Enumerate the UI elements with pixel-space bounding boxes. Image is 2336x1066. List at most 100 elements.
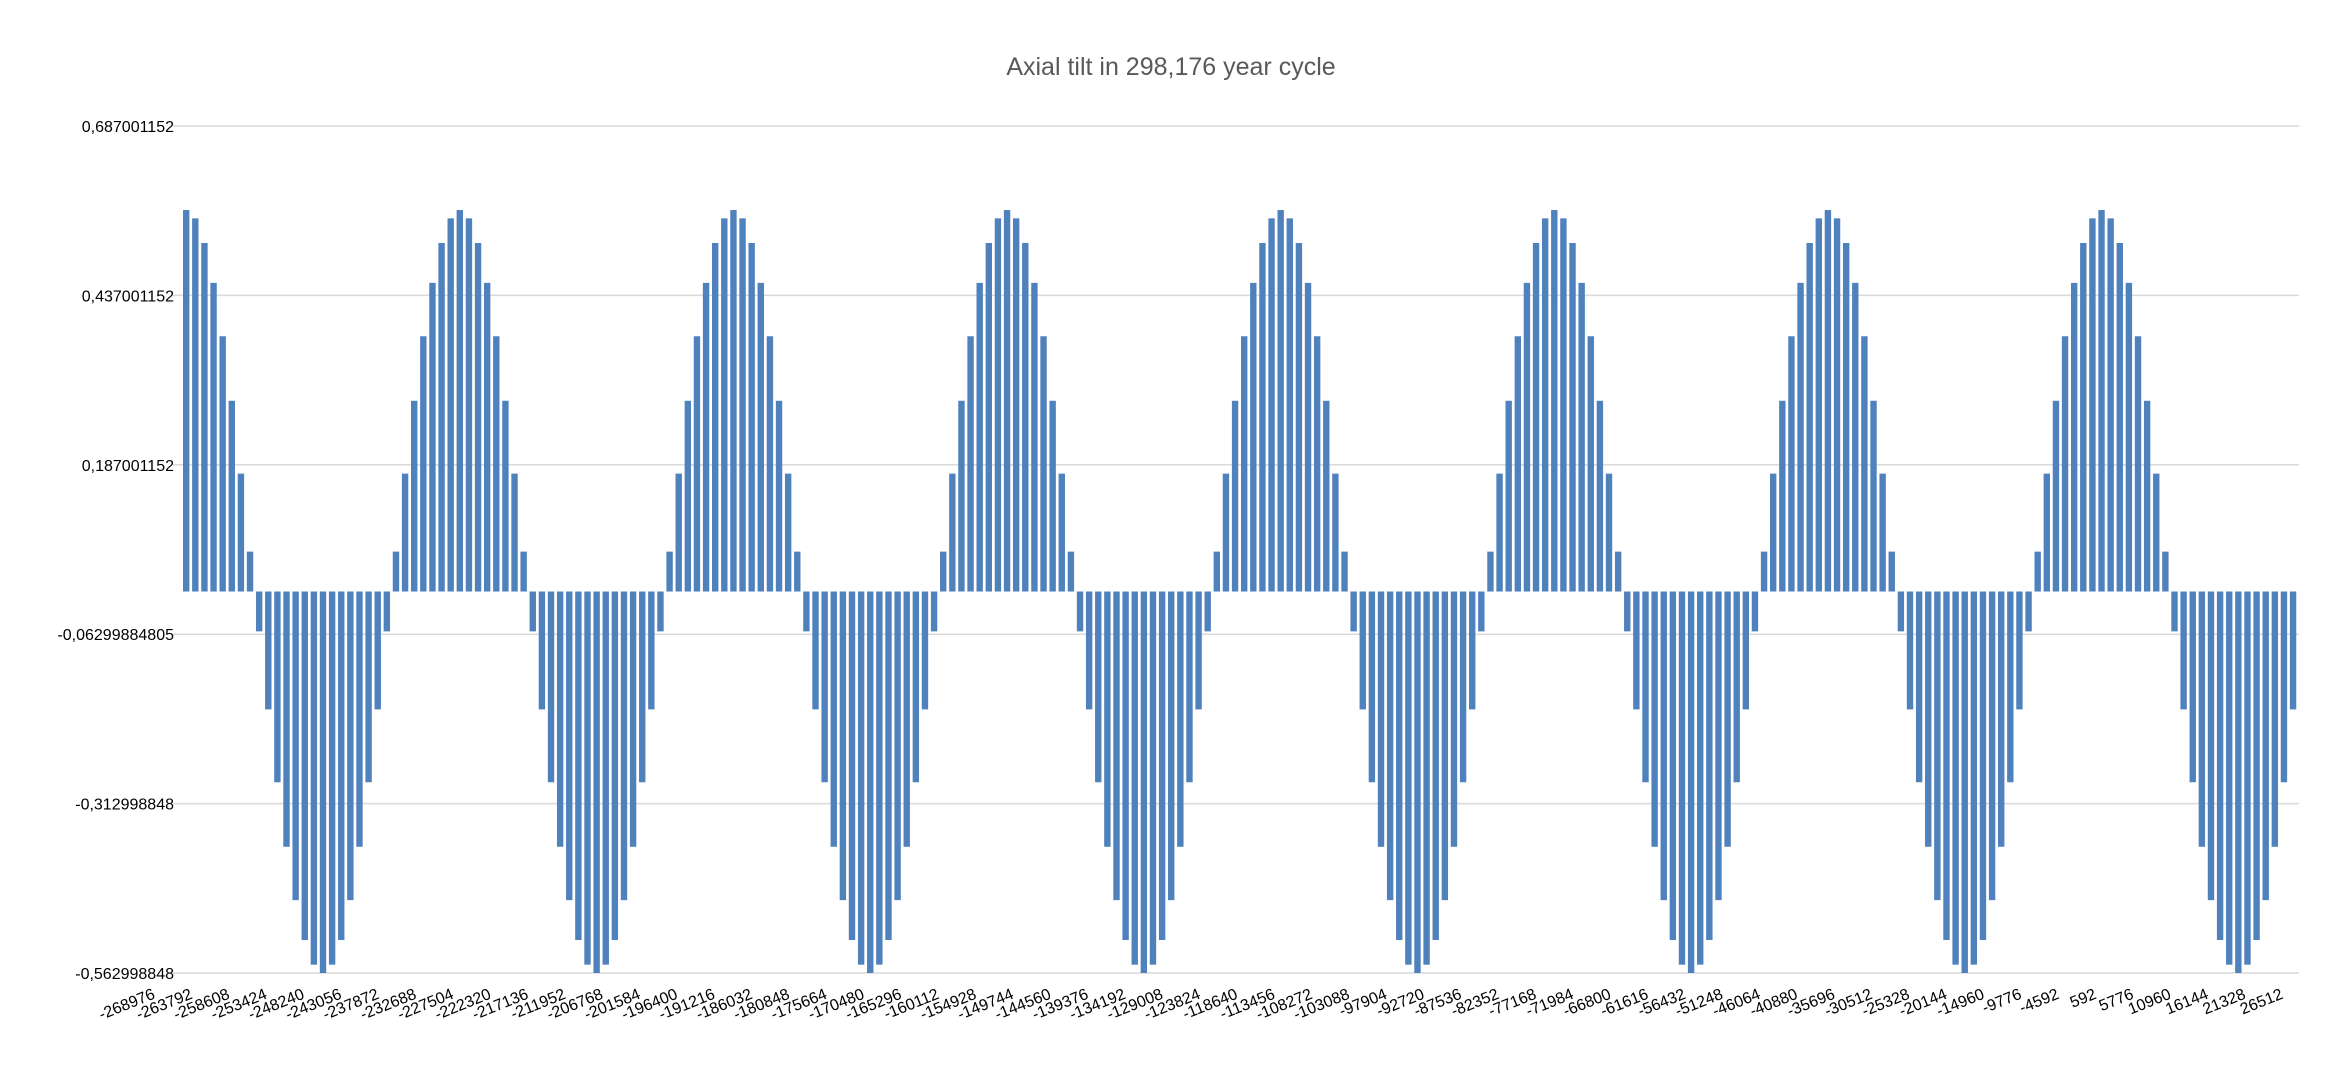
bar bbox=[255, 591, 263, 632]
bar bbox=[1669, 591, 1677, 941]
bar bbox=[1085, 591, 1093, 710]
bar bbox=[821, 591, 828, 783]
bar bbox=[2052, 400, 2060, 592]
bar bbox=[1770, 473, 1777, 592]
bar bbox=[1541, 218, 1549, 592]
bar bbox=[885, 591, 892, 941]
bar bbox=[392, 551, 400, 592]
bar bbox=[593, 591, 600, 973]
bar bbox=[319, 591, 327, 973]
bar bbox=[1852, 282, 1859, 592]
bar bbox=[1779, 400, 1786, 592]
bar bbox=[1195, 591, 1202, 710]
bar bbox=[1651, 591, 1658, 847]
bar bbox=[1131, 591, 1138, 965]
bar bbox=[2125, 282, 2133, 592]
bar bbox=[1788, 336, 1795, 592]
bar bbox=[1925, 591, 1932, 847]
bar bbox=[994, 218, 1002, 592]
bar bbox=[1022, 243, 1029, 592]
bar bbox=[940, 551, 947, 592]
bar bbox=[1697, 591, 1704, 965]
bar bbox=[1241, 336, 1248, 592]
bar bbox=[830, 591, 837, 847]
bar bbox=[356, 591, 363, 847]
bar bbox=[1377, 591, 1385, 847]
bar bbox=[511, 473, 518, 592]
bar bbox=[666, 551, 673, 592]
bar bbox=[2153, 473, 2160, 592]
bar bbox=[1824, 210, 1832, 592]
x-tick-label: -4592 bbox=[2017, 986, 2061, 1017]
bar bbox=[611, 591, 619, 941]
bar bbox=[575, 591, 582, 941]
bar bbox=[1277, 210, 1284, 592]
bar bbox=[1551, 210, 1558, 592]
bar bbox=[2143, 400, 2151, 592]
bar bbox=[739, 218, 746, 592]
bar bbox=[730, 210, 737, 592]
bar bbox=[1350, 591, 1357, 632]
bar bbox=[1104, 591, 1111, 847]
bar bbox=[1842, 243, 1850, 592]
bar bbox=[566, 591, 573, 901]
bar bbox=[766, 336, 774, 592]
bar bbox=[1569, 243, 1576, 592]
bar bbox=[474, 243, 482, 592]
bar bbox=[2162, 551, 2169, 592]
bar bbox=[1140, 591, 1148, 973]
bar bbox=[538, 591, 546, 710]
bar bbox=[794, 551, 801, 592]
bar bbox=[283, 591, 290, 847]
y-tick-label: -0,312998848 bbox=[75, 797, 174, 814]
bar bbox=[1578, 282, 1585, 592]
bar bbox=[1879, 473, 1886, 592]
bar bbox=[584, 591, 591, 965]
bar bbox=[1323, 400, 1330, 592]
bar bbox=[246, 551, 254, 592]
bar bbox=[1003, 210, 1011, 592]
bar bbox=[2080, 243, 2087, 592]
bar bbox=[2016, 591, 2023, 710]
bar bbox=[721, 218, 728, 592]
bar bbox=[1678, 591, 1686, 965]
bar bbox=[1523, 282, 1531, 592]
bar bbox=[347, 591, 354, 901]
bar bbox=[2226, 591, 2233, 965]
bar bbox=[1587, 336, 1594, 592]
bar bbox=[2262, 591, 2269, 901]
bar bbox=[1970, 591, 1978, 965]
bar bbox=[903, 591, 910, 847]
bar bbox=[1405, 591, 1412, 965]
bar bbox=[657, 591, 664, 632]
bar bbox=[1259, 243, 1266, 592]
bar bbox=[2116, 243, 2123, 592]
bar bbox=[1505, 400, 1512, 592]
bar bbox=[1633, 591, 1640, 710]
bar bbox=[292, 591, 299, 901]
bar bbox=[2271, 591, 2279, 847]
bar bbox=[748, 243, 755, 592]
bar-series bbox=[183, 210, 2297, 973]
bar bbox=[1998, 591, 2005, 847]
bar bbox=[1459, 591, 1467, 783]
bar bbox=[210, 282, 217, 592]
bar bbox=[894, 591, 901, 901]
bar bbox=[602, 591, 609, 965]
bar bbox=[1861, 336, 1868, 592]
bar bbox=[465, 218, 473, 592]
bar bbox=[1624, 591, 1631, 632]
bar bbox=[383, 591, 391, 632]
chart-title: Axial tilt in 298,176 year cycle bbox=[1006, 53, 1335, 81]
bar bbox=[2253, 591, 2260, 941]
bar bbox=[1186, 591, 1193, 783]
bar bbox=[2198, 591, 2206, 847]
y-tick-label: 0,187001152 bbox=[82, 458, 174, 475]
bar bbox=[1469, 591, 1476, 710]
bar bbox=[839, 591, 847, 901]
bar bbox=[1231, 400, 1239, 592]
bar bbox=[2289, 591, 2297, 710]
bar bbox=[1478, 591, 1485, 632]
x-axis-tick-labels: -268976-263792-258608-253424-248240-2430… bbox=[97, 986, 2286, 1024]
